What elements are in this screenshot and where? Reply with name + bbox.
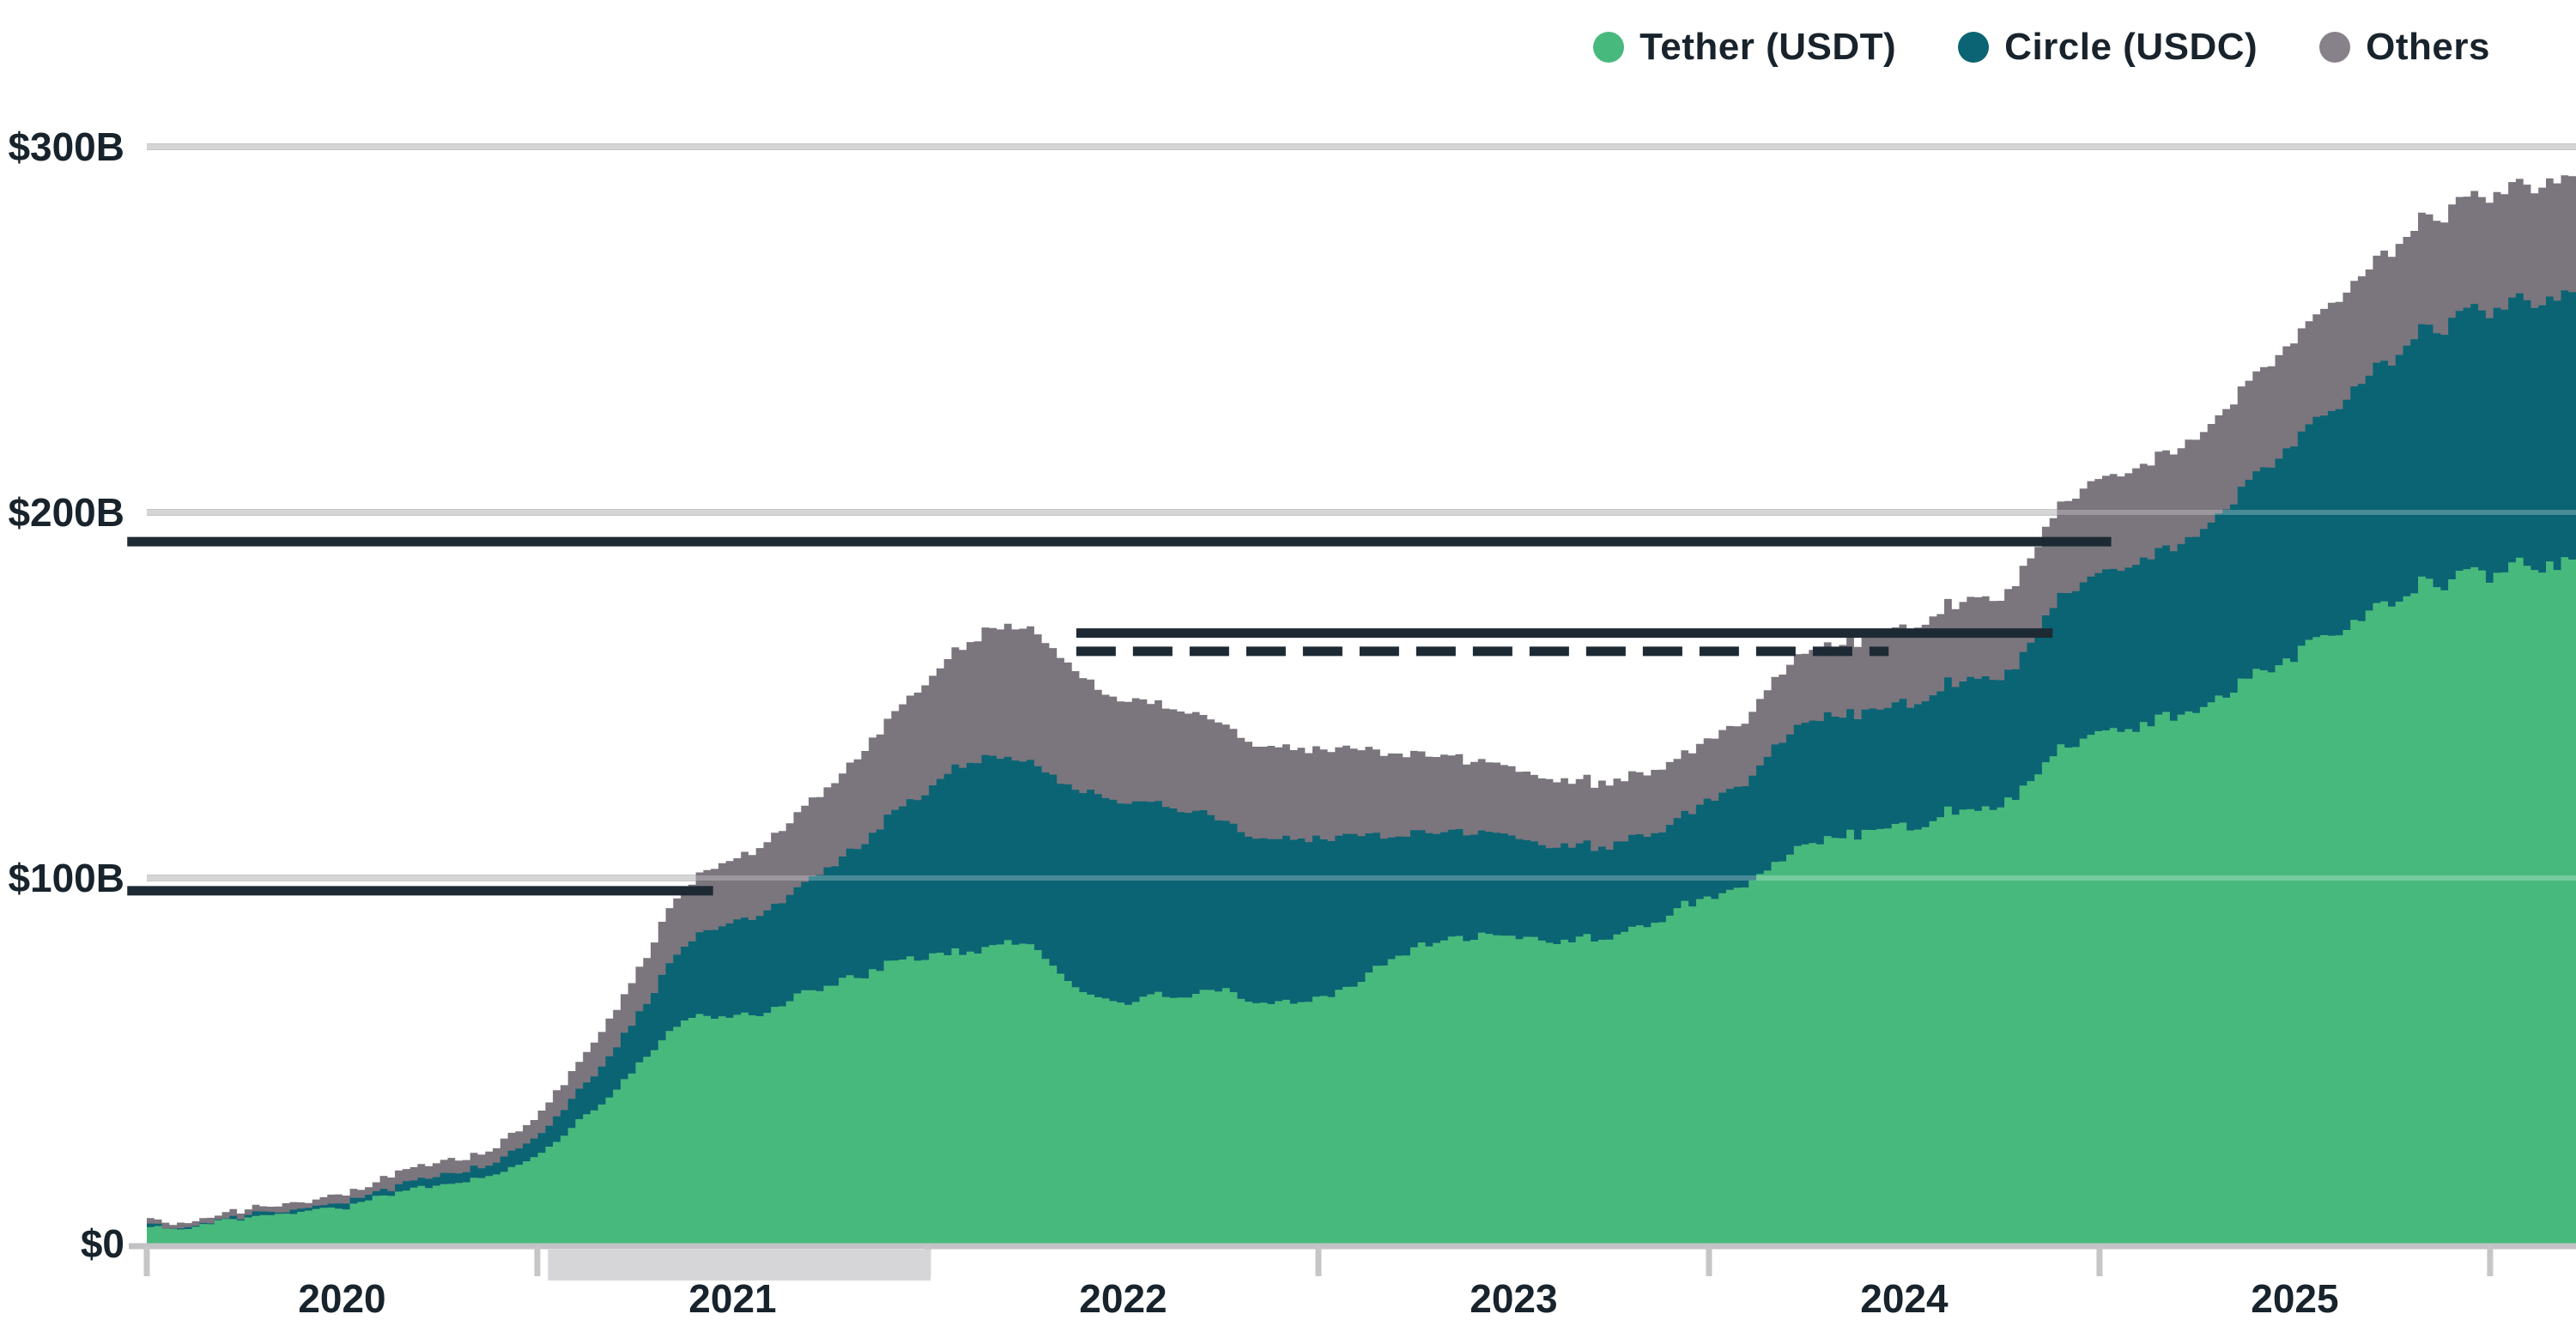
y-axis-label-300: $300B	[8, 124, 124, 169]
x-axis-label-2023: 2023	[1470, 1276, 1557, 1320]
legend-item-others[interactable]: Others	[2319, 26, 2490, 69]
legend-item-circle[interactable]: Circle (USDC)	[1958, 26, 2258, 69]
y-axis-label-200: $200B	[8, 490, 124, 535]
x-axis-label-2024: 2024	[1860, 1276, 1949, 1320]
legend-label-others: Others	[2366, 26, 2490, 68]
axis-highlight-band[interactable]	[548, 1250, 931, 1281]
chart-legend: Tether (USDT) Circle (USDC) Others	[1593, 26, 2490, 69]
y-axis-label-100: $100B	[8, 856, 124, 900]
x-axis-label-2022: 2022	[1079, 1276, 1167, 1320]
area-tether-usdt	[147, 557, 2576, 1244]
legend-swatch-tether-icon	[1593, 32, 1625, 63]
x-axis-label-2020: 2020	[298, 1276, 385, 1320]
x-axis-label-2021: 2021	[688, 1276, 776, 1320]
legend-label-tether: Tether (USDT)	[1640, 26, 1897, 68]
legend-swatch-others-icon	[2319, 32, 2351, 63]
x-axis-label-2025: 2025	[2251, 1276, 2338, 1320]
legend-label-circle: Circle (USDC)	[2004, 26, 2258, 68]
legend-item-tether[interactable]: Tether (USDT)	[1593, 26, 1896, 69]
legend-swatch-circle-icon	[1958, 32, 1990, 63]
y-axis-label-0: $0	[81, 1221, 124, 1266]
